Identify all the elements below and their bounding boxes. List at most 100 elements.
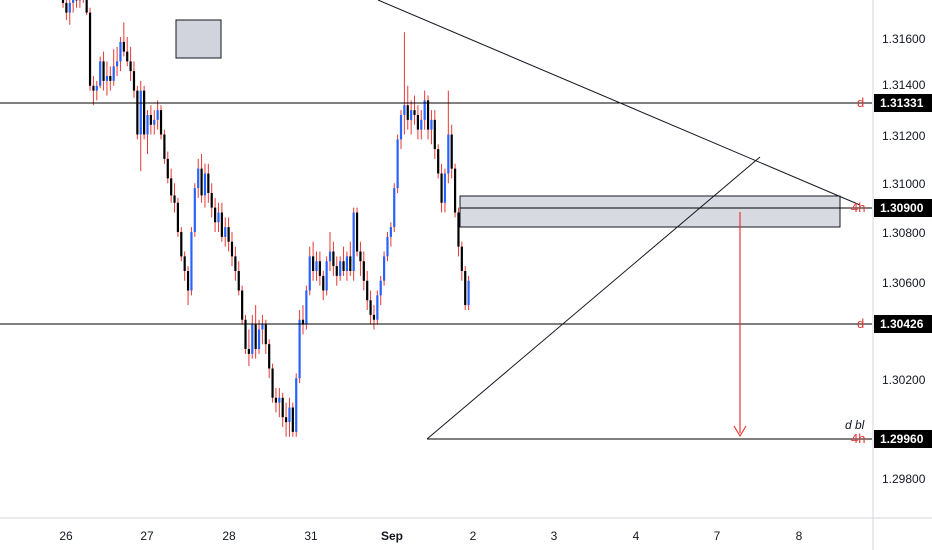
candle-body-down[interactable] [65,2,68,13]
time-axis[interactable]: 26 27 28 31 Sep 2 3 4 7 8 [0,517,932,543]
candle-body-down[interactable] [173,195,176,203]
candle-body-up[interactable] [443,173,447,203]
candle-body-down[interactable] [268,344,271,369]
candle-body-down[interactable] [237,271,240,291]
candle-body-down[interactable] [342,261,345,271]
candle-body-down[interactable] [322,275,325,291]
candle-body-down[interactable] [122,41,125,52]
candle-body-up[interactable] [105,76,109,81]
candle-body-down[interactable] [85,0,88,13]
candle-body-down[interactable] [254,324,257,349]
candle-body-up[interactable] [119,41,122,62]
candle-body-down[interactable] [149,115,152,125]
candle-body-down[interactable] [136,90,139,135]
candle-body-down[interactable] [159,110,163,135]
candle-body-down[interactable] [234,256,237,271]
candle-body-down[interactable] [355,212,359,252]
candle-body-down[interactable] [126,51,129,62]
candle-body-down[interactable] [207,173,210,194]
ascending-trendline[interactable] [426,156,761,440]
candle-body-down[interactable] [180,232,183,257]
candle-body-down[interactable] [437,149,440,174]
candle-body-up[interactable] [257,329,261,350]
candle-body-down[interactable] [170,178,173,196]
candle-body-down[interactable] [372,314,376,320]
candle-body-up[interactable] [467,280,470,306]
candle-body-down[interactable] [426,100,430,130]
candle-body-down[interactable] [247,349,250,354]
candle-body-down[interactable] [369,300,372,315]
candle-body-down[interactable] [457,212,460,247]
candle-body-up[interactable] [386,236,389,257]
candle-body-up[interactable] [217,212,220,223]
candle-body-down[interactable] [464,271,467,306]
candle-body-down[interactable] [166,158,169,179]
candle-body-up[interactable] [376,295,379,320]
candle-body-up[interactable] [339,261,342,276]
candle-body-up[interactable] [352,212,355,272]
candle-body-up[interactable] [156,110,159,120]
candle-body-down[interactable] [163,134,166,159]
candle-body-down[interactable] [362,261,365,281]
candle-body-up[interactable] [345,256,349,271]
candle-body-down[interactable] [359,251,362,262]
candle-body-down[interactable] [291,407,294,432]
candle-body-up[interactable] [423,100,426,120]
candle-body-up[interactable] [430,119,433,130]
candle-body-down[interactable] [460,246,463,271]
candle-body-down[interactable] [102,61,105,81]
candle-body-down[interactable] [281,397,284,418]
candle-body-up[interactable] [139,90,142,135]
candle-body-up[interactable] [295,378,298,432]
candle-body-down[interactable] [349,256,352,271]
candle-body-down[interactable] [366,280,369,301]
candle-body-down[interactable] [284,417,288,423]
candle-body-up[interactable] [261,324,264,330]
candle-body-down[interactable] [220,212,223,237]
candle-body-down[interactable] [88,12,92,86]
candle-body-up[interactable] [328,251,332,262]
candle-body-up[interactable] [278,397,281,403]
candle-body-down[interactable] [406,105,409,120]
candle-body-down[interactable] [244,319,247,349]
candle-body-up[interactable] [399,115,403,140]
candle-body-up[interactable] [251,324,254,354]
candle-body-down[interactable] [440,173,443,203]
candle-body-down[interactable] [227,227,230,242]
candle-body-up[interactable] [68,2,71,13]
candle-body-up[interactable] [305,290,308,325]
candle-body-up[interactable] [410,110,413,120]
candle-body-up[interactable] [403,105,406,115]
candle-body-down[interactable] [318,261,321,276]
candle-body-up[interactable] [112,66,115,81]
candle-body-down[interactable] [450,134,453,169]
candle-body-down[interactable] [61,0,65,3]
candle-body-up[interactable] [224,227,227,237]
candle-body-up[interactable] [146,115,149,135]
candle-body-up[interactable] [389,227,392,237]
candle-body-down[interactable] [453,168,457,213]
candle-body-down[interactable] [210,193,213,208]
candle-body-up[interactable] [396,139,399,189]
candle-body-up[interactable] [72,0,75,3]
candle-body-up[interactable] [288,407,291,423]
price-axis[interactable]: 1.31600 1.31400 1.31200 1.31000 1.30800 … [872,0,932,550]
candle-body-down[interactable] [214,207,217,223]
candle-body-up[interactable] [95,85,98,91]
candle-body-up[interactable] [99,61,102,86]
descending-trendline[interactable] [377,0,861,206]
candle-body-down[interactable] [92,85,95,91]
candle-body-down[interactable] [186,271,190,291]
candle-body-up[interactable] [193,188,196,232]
candle-body-down[interactable] [264,324,267,345]
candle-body-down[interactable] [143,90,146,135]
candle-body-down[interactable] [416,115,419,130]
candle-body-up[interactable] [197,168,200,189]
candle-body-down[interactable] [312,256,315,271]
candle-body-up[interactable] [298,319,301,379]
candle-body-down[interactable] [176,202,180,232]
candle-body-up[interactable] [393,188,396,228]
resistance-zone-top[interactable] [175,19,222,59]
candle-body-down[interactable] [301,319,305,325]
